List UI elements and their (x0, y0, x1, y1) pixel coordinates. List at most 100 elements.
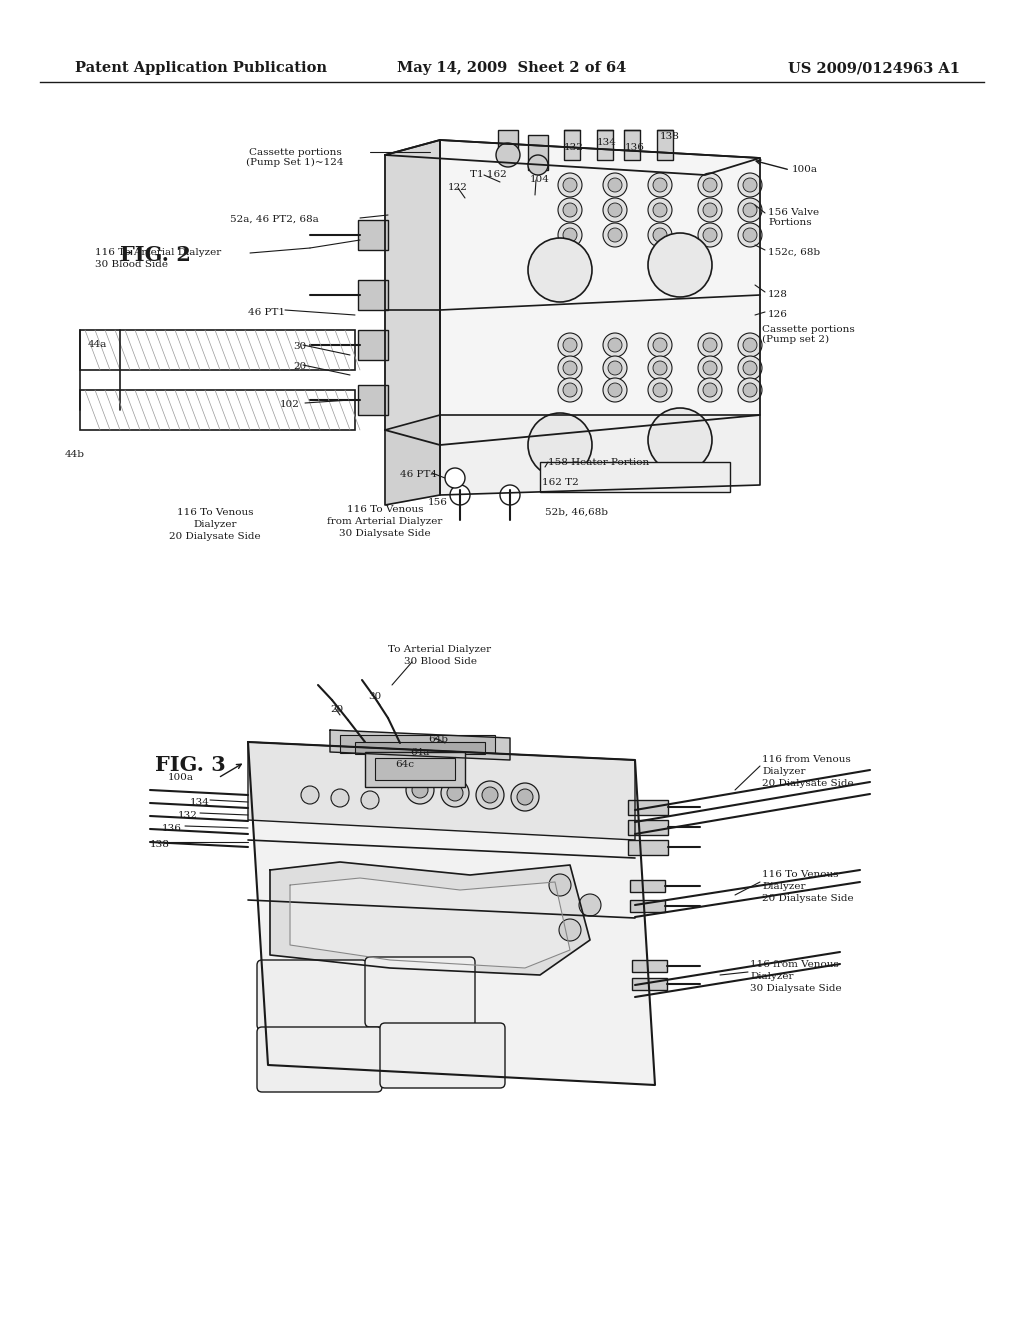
Text: 20 Dialysate Side: 20 Dialysate Side (169, 532, 261, 541)
Bar (564, 129, 580, 160)
Circle shape (511, 783, 539, 810)
Text: 128: 128 (768, 290, 787, 300)
Bar (355, 742, 485, 754)
Polygon shape (248, 742, 655, 1085)
Circle shape (517, 789, 534, 805)
Circle shape (703, 338, 717, 352)
Text: 116 To Venous: 116 To Venous (347, 506, 423, 513)
Circle shape (603, 173, 627, 197)
Text: Cassette portions: Cassette portions (762, 325, 855, 334)
Circle shape (482, 787, 498, 803)
Bar (657, 129, 673, 160)
Bar (365, 752, 465, 787)
Text: 100a: 100a (792, 165, 818, 174)
Circle shape (603, 333, 627, 356)
Polygon shape (385, 414, 440, 506)
Circle shape (743, 203, 757, 216)
Circle shape (743, 228, 757, 242)
Circle shape (648, 333, 672, 356)
Circle shape (648, 408, 712, 473)
Text: (Pump Set 1)~124: (Pump Set 1)~124 (246, 158, 344, 168)
Circle shape (738, 356, 762, 380)
Bar (628, 820, 668, 836)
Bar (358, 280, 388, 310)
Text: 122: 122 (449, 183, 468, 191)
Circle shape (608, 228, 622, 242)
Circle shape (738, 223, 762, 247)
Text: Dialyzer: Dialyzer (762, 882, 806, 891)
Circle shape (558, 223, 582, 247)
Text: 20 Dialysate Side: 20 Dialysate Side (762, 779, 854, 788)
Text: 30: 30 (293, 342, 306, 351)
Text: 104: 104 (530, 176, 550, 183)
Text: 30 Blood Side: 30 Blood Side (403, 657, 476, 667)
Text: Dialyzer: Dialyzer (194, 520, 237, 529)
Text: from Arterial Dialyzer: from Arterial Dialyzer (328, 517, 442, 525)
Polygon shape (440, 414, 760, 495)
Circle shape (653, 360, 667, 375)
Circle shape (301, 785, 319, 804)
Circle shape (703, 228, 717, 242)
Circle shape (743, 360, 757, 375)
Circle shape (743, 178, 757, 191)
Text: Patent Application Publication: Patent Application Publication (75, 61, 327, 75)
Text: 52a, 46 PT2, 68a: 52a, 46 PT2, 68a (230, 215, 318, 224)
FancyBboxPatch shape (365, 957, 475, 1027)
FancyBboxPatch shape (257, 960, 367, 1030)
Circle shape (743, 383, 757, 397)
Circle shape (738, 173, 762, 197)
Text: 116 from Venous: 116 from Venous (762, 755, 851, 764)
Text: 52b, 46,68b: 52b, 46,68b (545, 508, 608, 517)
Text: 116 To Arterial Dialyzer: 116 To Arterial Dialyzer (95, 248, 221, 257)
Circle shape (703, 383, 717, 397)
Circle shape (703, 203, 717, 216)
Polygon shape (330, 730, 510, 760)
Text: 136: 136 (162, 824, 182, 833)
Circle shape (608, 338, 622, 352)
Circle shape (698, 223, 722, 247)
Circle shape (558, 173, 582, 197)
Circle shape (648, 198, 672, 222)
Circle shape (653, 383, 667, 397)
Text: 30 Dialysate Side: 30 Dialysate Side (750, 983, 842, 993)
Bar (80, 389, 355, 430)
Text: 158 Heater Portion: 158 Heater Portion (548, 458, 649, 467)
Bar (628, 800, 668, 814)
Circle shape (698, 198, 722, 222)
Text: Portions: Portions (768, 218, 812, 227)
Circle shape (528, 238, 592, 302)
Circle shape (738, 198, 762, 222)
Bar (528, 135, 548, 170)
Circle shape (496, 143, 520, 168)
Polygon shape (385, 140, 440, 445)
Text: 136: 136 (625, 143, 645, 152)
Bar (632, 978, 667, 990)
Text: 132: 132 (178, 810, 198, 820)
Circle shape (698, 173, 722, 197)
Bar (624, 129, 640, 160)
Circle shape (648, 234, 712, 297)
Text: 152c, 68b: 152c, 68b (768, 248, 820, 257)
Text: 20: 20 (293, 362, 306, 371)
Circle shape (441, 779, 469, 807)
Text: 20 Dialysate Side: 20 Dialysate Side (762, 894, 854, 903)
Text: To Arterial Dialyzer: To Arterial Dialyzer (388, 645, 492, 653)
Bar (628, 840, 668, 855)
Text: 134: 134 (597, 139, 616, 147)
Circle shape (738, 378, 762, 403)
FancyBboxPatch shape (380, 1023, 505, 1088)
Text: 64c: 64c (395, 760, 414, 770)
Text: 44a: 44a (88, 341, 108, 348)
Circle shape (608, 203, 622, 216)
Bar (375, 758, 455, 780)
Circle shape (331, 789, 349, 807)
Text: 156 Valve: 156 Valve (768, 209, 819, 216)
Circle shape (653, 203, 667, 216)
Text: Dialyzer: Dialyzer (762, 767, 806, 776)
Text: 116 To Venous: 116 To Venous (177, 508, 253, 517)
Circle shape (603, 223, 627, 247)
Text: 132: 132 (564, 143, 584, 152)
Polygon shape (385, 140, 760, 176)
Circle shape (648, 173, 672, 197)
Bar (358, 220, 388, 249)
